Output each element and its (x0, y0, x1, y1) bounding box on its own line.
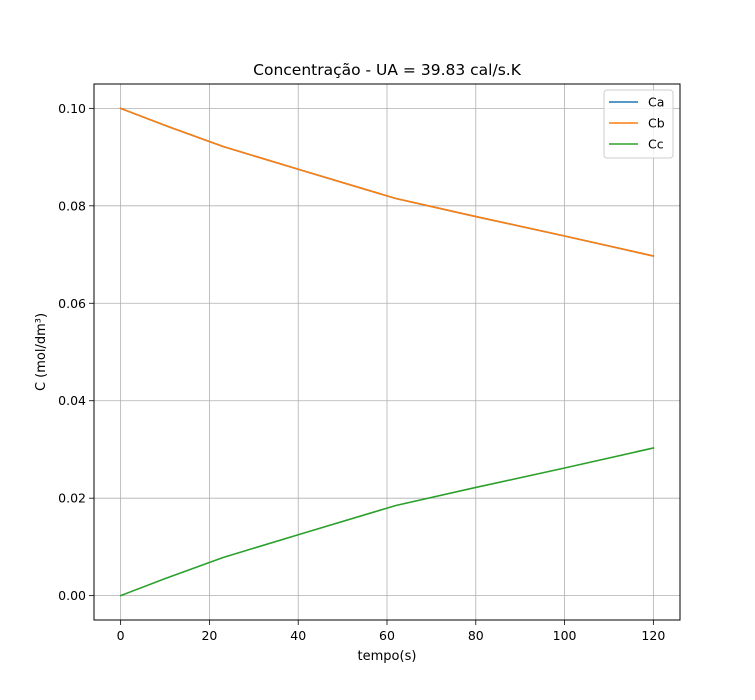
x-tick-label: 120 (641, 628, 665, 643)
x-tick-label: 100 (553, 628, 577, 643)
x-tick-label: 20 (201, 628, 217, 643)
y-axis-ticks: 0.00 0.02 0.04 0.06 0.08 0.10 (58, 101, 94, 603)
series-lines (119, 107, 655, 597)
y-axis-label: C (mol/dm³) (34, 313, 49, 391)
legend-label: Cc (648, 137, 664, 152)
legend: Ca Cb Cc (603, 89, 674, 159)
y-tick-label: 0.06 (58, 296, 86, 311)
y-tick-label: 0.04 (58, 393, 86, 408)
legend-label: Ca (648, 95, 664, 110)
x-axis-ticks: 0 20 40 60 80 100 120 (117, 620, 665, 643)
grid-lines (94, 84, 680, 620)
series-line-cb (119, 107, 655, 257)
y-tick-label: 0.10 (58, 101, 86, 116)
x-tick-label: 0 (117, 628, 125, 643)
x-tick-label: 80 (468, 628, 484, 643)
series-line-cc (119, 447, 655, 597)
x-tick-label: 40 (290, 628, 306, 643)
chart-title: Concentração - UA = 39.83 cal/s.K (253, 61, 522, 79)
legend-label: Cb (648, 116, 665, 131)
legend-box (603, 89, 674, 159)
y-tick-label: 0.02 (58, 491, 86, 506)
y-tick-label: 0.08 (58, 198, 86, 213)
x-axis-label: tempo(s) (358, 649, 417, 664)
y-tick-label: 0.00 (58, 588, 86, 603)
x-tick-label: 60 (379, 628, 395, 643)
